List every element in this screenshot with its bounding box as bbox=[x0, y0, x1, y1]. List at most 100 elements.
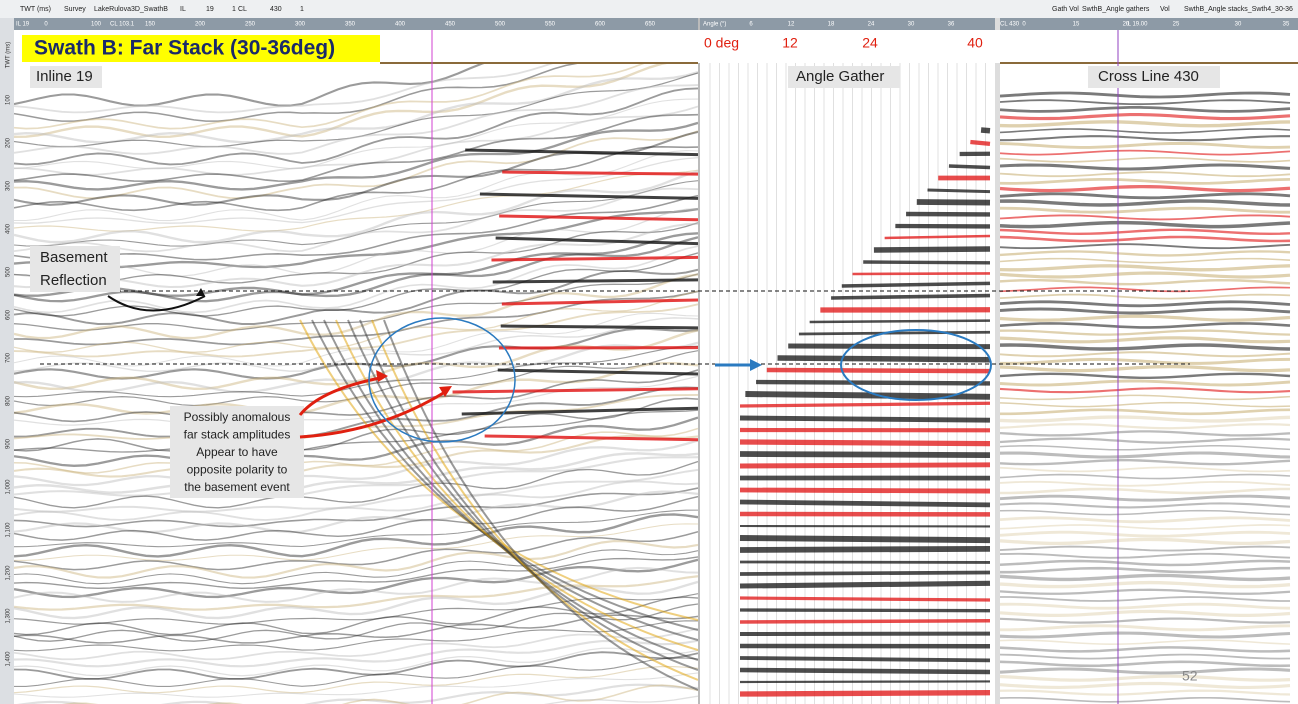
annotation: opposite polarity to bbox=[187, 463, 288, 477]
reflector bbox=[14, 672, 698, 698]
reflector bbox=[543, 695, 698, 704]
y-tick-label: 1,000 bbox=[6, 479, 12, 495]
gather-event bbox=[739, 415, 991, 423]
reflector bbox=[1000, 214, 1291, 221]
toolbar-item: 430 bbox=[270, 6, 282, 13]
x-tick-label: 24 bbox=[868, 22, 875, 28]
fault-curve bbox=[371, 319, 698, 681]
reflector bbox=[14, 105, 698, 176]
reflector bbox=[14, 593, 698, 625]
reflector bbox=[1000, 423, 1291, 430]
reflector bbox=[1000, 357, 1291, 365]
reflector bbox=[1000, 307, 1291, 315]
reflector bbox=[14, 236, 698, 303]
annotation: Appear to have bbox=[196, 445, 278, 459]
reflector bbox=[14, 84, 698, 155]
reflector bbox=[14, 170, 698, 244]
reflector bbox=[14, 121, 698, 191]
reflector bbox=[1000, 394, 1291, 401]
reflector bbox=[1000, 451, 1291, 459]
strong-reflector bbox=[484, 434, 698, 442]
x-tick-label: 30 bbox=[908, 22, 915, 28]
reflector bbox=[1000, 228, 1291, 236]
reflector bbox=[14, 130, 698, 200]
ruler-header: Angle (°) bbox=[703, 22, 726, 28]
strong-reflector bbox=[495, 236, 698, 246]
reflector bbox=[61, 684, 698, 704]
reflector bbox=[1000, 674, 1291, 682]
reflector bbox=[1000, 264, 1291, 272]
reflector bbox=[1000, 667, 1291, 675]
arrow-head bbox=[439, 386, 452, 397]
gather-event bbox=[948, 164, 991, 170]
reflector bbox=[14, 456, 698, 497]
reflector bbox=[14, 222, 698, 289]
reflector bbox=[1000, 135, 1290, 142]
toolbar-item: SwthB_Angle stacks_Swth4_30-36 bbox=[1184, 6, 1293, 13]
reflector bbox=[1000, 401, 1291, 408]
gather-event bbox=[739, 570, 991, 576]
panel-label: Angle Gather bbox=[796, 68, 884, 85]
reflector bbox=[1000, 494, 1291, 502]
reflector bbox=[14, 72, 698, 148]
reflector bbox=[1000, 286, 1291, 293]
reflector bbox=[14, 245, 698, 314]
x-tick-label: 650 bbox=[645, 22, 656, 28]
gather-event bbox=[739, 401, 991, 408]
ruler-position: IL 19.00 bbox=[1126, 22, 1148, 28]
reflector bbox=[14, 273, 698, 331]
x-tick-label: 30 bbox=[1235, 22, 1242, 28]
gather-event bbox=[980, 127, 991, 134]
gather-event bbox=[970, 139, 991, 146]
reflector bbox=[1000, 314, 1291, 322]
gather-event bbox=[777, 355, 991, 363]
gather-event bbox=[809, 319, 991, 324]
reflector bbox=[1000, 624, 1291, 632]
reflector bbox=[14, 386, 698, 438]
strong-reflector bbox=[461, 406, 698, 416]
fault-curve bbox=[323, 319, 698, 641]
reflector bbox=[14, 556, 698, 589]
reflector bbox=[1000, 415, 1291, 423]
reflector bbox=[14, 63, 488, 107]
reflector bbox=[1000, 588, 1291, 595]
reflector bbox=[14, 187, 698, 253]
reflector bbox=[1000, 681, 1291, 689]
x-tick-label: 15 bbox=[1073, 22, 1080, 28]
reflector bbox=[14, 513, 698, 558]
reflector bbox=[1000, 646, 1291, 653]
gather-event bbox=[916, 199, 991, 206]
reflector bbox=[14, 647, 698, 677]
fault-curve bbox=[383, 319, 698, 691]
page-number: 52 bbox=[1182, 668, 1198, 684]
strong-reflector bbox=[465, 148, 698, 157]
reflector bbox=[1000, 336, 1291, 344]
angle-label: 0 deg bbox=[704, 35, 739, 51]
fault-curve bbox=[359, 319, 698, 671]
reflector bbox=[14, 312, 698, 367]
reflector bbox=[14, 345, 698, 398]
divider bbox=[698, 18, 700, 704]
reflector bbox=[14, 614, 698, 644]
reflector bbox=[1000, 502, 1291, 509]
angle-label: 40 bbox=[967, 35, 983, 51]
reflector bbox=[14, 317, 698, 373]
gather-event bbox=[873, 246, 991, 253]
label-box bbox=[30, 66, 102, 88]
reflector bbox=[1000, 178, 1291, 185]
reflector bbox=[1000, 545, 1291, 552]
reflector bbox=[14, 375, 698, 426]
y-tick-label: 100 bbox=[6, 94, 12, 105]
reflector bbox=[14, 566, 698, 603]
gather-event bbox=[739, 487, 991, 494]
y-tick-label: 800 bbox=[6, 395, 12, 406]
x-tick-label: 150 bbox=[145, 22, 156, 28]
annotation: the basement event bbox=[184, 480, 290, 494]
toolbar-item: Vol bbox=[1160, 6, 1170, 13]
reflector bbox=[1000, 696, 1291, 703]
label-box bbox=[788, 66, 900, 88]
reflector bbox=[1000, 530, 1291, 538]
reflector bbox=[1000, 271, 1291, 279]
ruler-position: CL 103.1 bbox=[110, 22, 135, 28]
reflector bbox=[1000, 257, 1291, 264]
